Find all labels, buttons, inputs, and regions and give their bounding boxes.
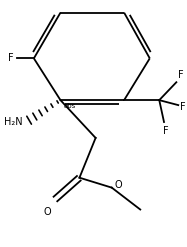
Text: F: F: [180, 102, 186, 112]
Text: O: O: [115, 180, 122, 190]
Text: F: F: [8, 53, 14, 63]
Text: H₂N: H₂N: [4, 117, 22, 127]
Text: abs: abs: [63, 103, 76, 109]
Text: O: O: [43, 206, 51, 217]
Text: F: F: [163, 126, 169, 136]
Text: F: F: [178, 70, 184, 80]
